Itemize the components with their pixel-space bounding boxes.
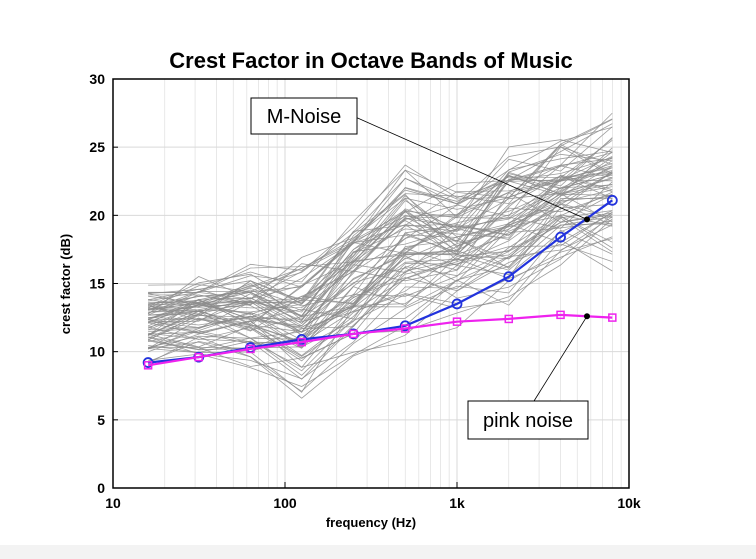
- x-tick-label: 10: [105, 495, 121, 511]
- y-tick-label: 10: [89, 344, 105, 360]
- background-line: [147, 139, 613, 308]
- background-line: [148, 175, 613, 324]
- background-line: [147, 215, 613, 359]
- series-group: [142, 194, 618, 370]
- background-lines: [147, 112, 613, 399]
- m-noise-point: [142, 357, 154, 368]
- x-tick-label: 1k: [449, 495, 465, 511]
- x-axis-label: frequency (Hz): [326, 515, 416, 530]
- m-noise-point: [399, 320, 411, 332]
- background-line: [148, 191, 613, 333]
- background-line: [147, 175, 613, 329]
- pink-noise-point: [608, 313, 617, 322]
- background-line: [148, 203, 613, 380]
- background-line: [147, 211, 613, 349]
- background-line: [147, 213, 613, 363]
- background-line: [147, 172, 613, 328]
- background-line: [148, 151, 613, 320]
- background-line: [148, 119, 613, 300]
- background-line: [148, 150, 613, 304]
- m-noise-marker-dot: [584, 216, 591, 223]
- pink-noise-callout-label: pink noise: [483, 410, 573, 432]
- pink-noise-point: [246, 344, 255, 354]
- pink-noise-point: [556, 310, 565, 320]
- m-noise-callout-label: M-Noise: [267, 106, 341, 128]
- background-line: [148, 239, 613, 351]
- pink-noise-point: [349, 329, 358, 339]
- y-tick-label: 0: [97, 480, 105, 496]
- background-line: [148, 118, 613, 293]
- pink-noise-point: [194, 352, 203, 362]
- m-noise-leader: [356, 117, 588, 220]
- background-line: [148, 174, 613, 318]
- background-line: [148, 172, 613, 310]
- background-line: [148, 156, 613, 331]
- x-tick-label: 100: [273, 495, 297, 511]
- pink-noise-marker-dot: [584, 313, 591, 320]
- background-line: [148, 165, 613, 327]
- m-noise-point: [555, 231, 566, 243]
- background-line: [148, 214, 613, 357]
- pink-noise-callout-box: [467, 400, 589, 440]
- pink-noise-point: [297, 337, 306, 347]
- pink-noise-point: [400, 324, 410, 333]
- m-noise-point: [503, 271, 515, 283]
- pink-noise-line: [147, 313, 613, 367]
- bottom-strip: [0, 545, 756, 559]
- m-noise-point: [296, 333, 308, 345]
- background-line: [148, 172, 613, 335]
- pink-noise-point: [143, 361, 153, 370]
- background-line: [148, 174, 613, 306]
- background-line: [147, 139, 613, 314]
- background-line: [148, 216, 613, 387]
- m-noise-point: [606, 194, 618, 206]
- pink-noise-point: [504, 314, 514, 324]
- y-tick-label: 15: [89, 276, 105, 292]
- background-line: [147, 214, 613, 380]
- y-axis-label: crest factor (dB): [58, 234, 73, 334]
- y-tick-label: 20: [89, 207, 105, 223]
- background-line: [147, 212, 613, 350]
- m-noise-point: [451, 298, 463, 310]
- m-noise-callout-box: [250, 97, 358, 135]
- chart-title: Crest Factor in Octave Bands of Music: [169, 48, 572, 73]
- pink-noise-point: [452, 317, 462, 326]
- background-line: [148, 217, 613, 372]
- y-tick-label: 30: [89, 71, 105, 87]
- y-tick-label: 5: [97, 412, 105, 428]
- x-tick-label: 10k: [617, 495, 641, 511]
- background-line: [147, 171, 613, 333]
- ticks: 0 5 10 15 20 25 30 10 100 1k 10k: [89, 71, 640, 511]
- annotations: M-Noise pink noise: [250, 97, 591, 440]
- background-line: [147, 186, 613, 339]
- background-line: [148, 146, 613, 308]
- pink-noise-leader: [533, 316, 588, 402]
- y-tick-label: 25: [89, 139, 105, 155]
- background-line: [147, 193, 613, 340]
